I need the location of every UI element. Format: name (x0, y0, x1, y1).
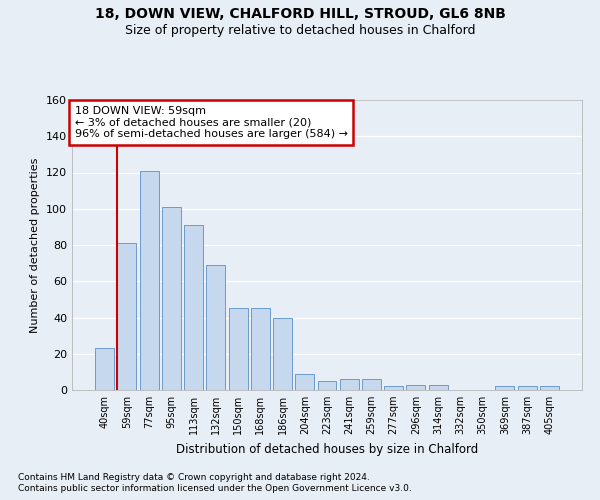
Bar (295, 374, 314, 390)
Bar (140, 170, 158, 390)
Bar (540, 386, 559, 390)
Text: 18, DOWN VIEW, CHALFORD HILL, STROUD, GL6 8NB: 18, DOWN VIEW, CHALFORD HILL, STROUD, GL… (95, 8, 505, 22)
Bar (317, 381, 337, 390)
Bar (251, 308, 270, 390)
Bar (496, 386, 514, 390)
Bar (184, 225, 203, 390)
Bar (95, 348, 114, 390)
Bar (429, 384, 448, 390)
Bar (162, 207, 181, 390)
Y-axis label: Number of detached properties: Number of detached properties (31, 158, 40, 332)
Text: Distribution of detached houses by size in Chalford: Distribution of detached houses by size … (176, 442, 478, 456)
Bar (340, 379, 359, 390)
Bar (118, 243, 136, 390)
Bar (273, 318, 292, 390)
Bar (518, 386, 536, 390)
Bar (406, 384, 425, 390)
Text: 18 DOWN VIEW: 59sqm
← 3% of detached houses are smaller (20)
96% of semi-detache: 18 DOWN VIEW: 59sqm ← 3% of detached hou… (74, 106, 347, 139)
Bar (206, 265, 225, 390)
Text: Size of property relative to detached houses in Chalford: Size of property relative to detached ho… (125, 24, 475, 37)
Text: Contains public sector information licensed under the Open Government Licence v3: Contains public sector information licen… (18, 484, 412, 493)
Text: Contains HM Land Registry data © Crown copyright and database right 2024.: Contains HM Land Registry data © Crown c… (18, 472, 370, 482)
Bar (384, 386, 403, 390)
Bar (229, 308, 248, 390)
Bar (362, 379, 381, 390)
